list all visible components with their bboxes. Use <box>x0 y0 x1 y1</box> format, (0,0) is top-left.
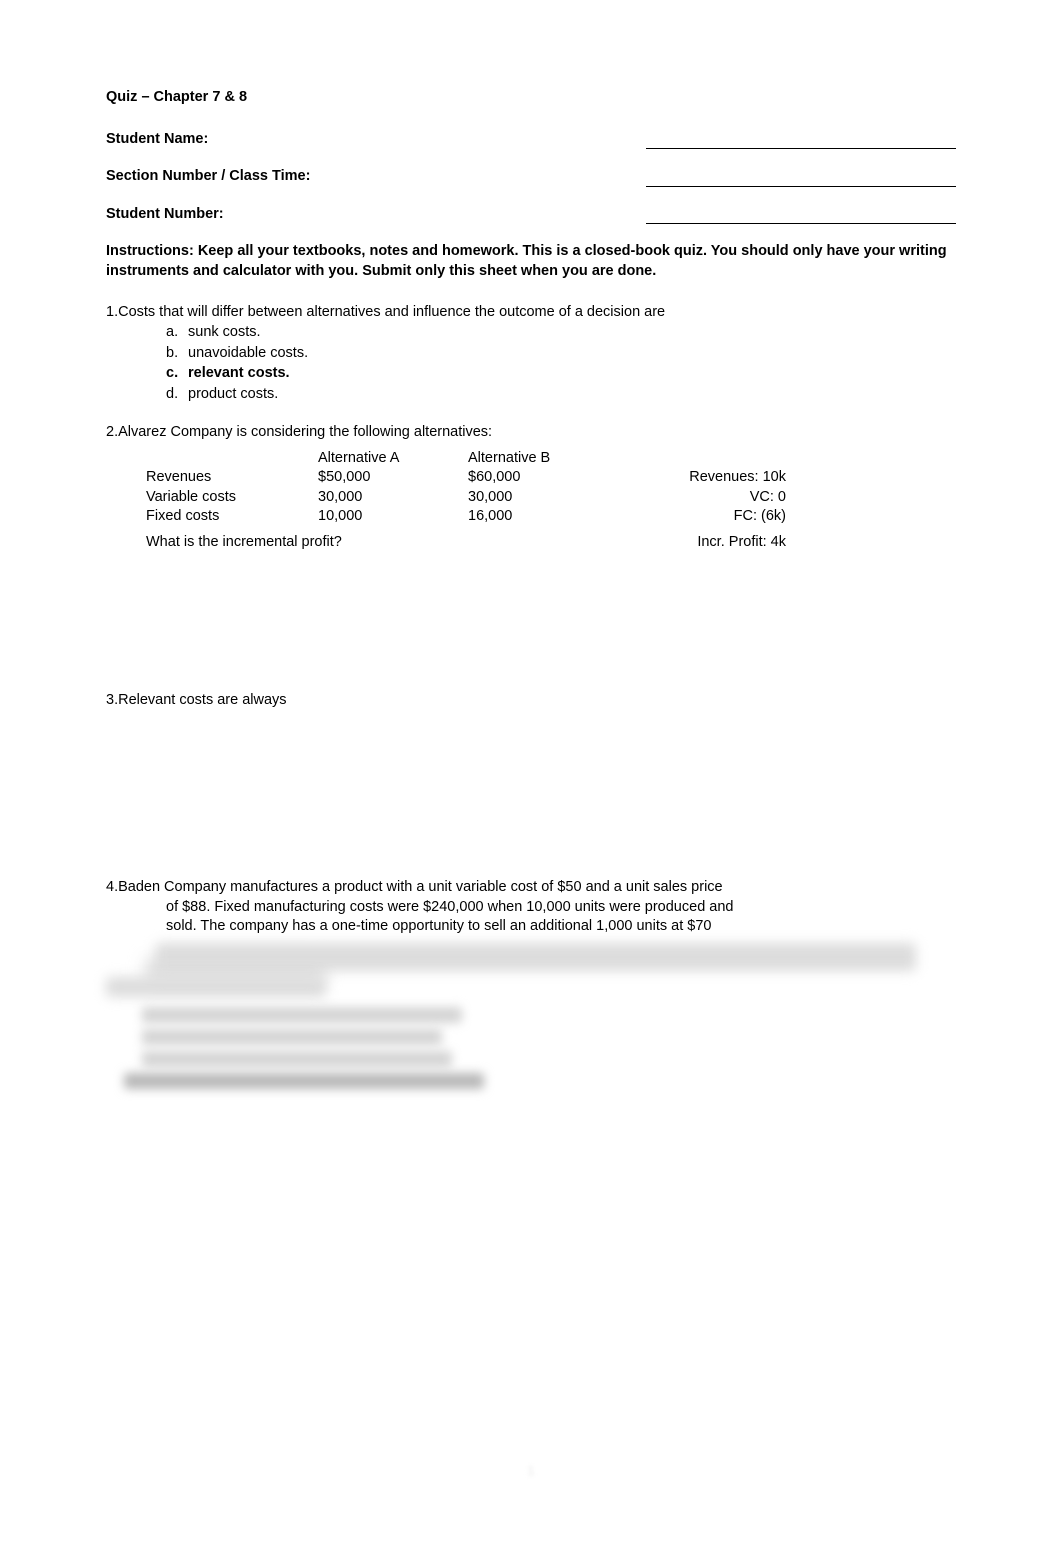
field-line <box>646 148 956 149</box>
field-line <box>646 223 956 224</box>
quiz-title: Quiz – Chapter 7 & 8 <box>106 88 956 108</box>
blurred-line <box>142 1007 462 1023</box>
field-line <box>646 186 956 187</box>
q1-opt-b: b.unavoidable costs. <box>166 344 956 364</box>
q4-lead: 4.Baden Company manufactures a product w… <box>106 878 956 898</box>
instructions: Instructions: Keep all your textbooks, n… <box>106 242 956 281</box>
q1-stem: 1.Costs that will differ between alterna… <box>106 304 665 320</box>
table-header: Alternative A Alternative B <box>146 449 956 469</box>
field-label: Student Number: <box>106 205 224 225</box>
q1-opt-d: d.product costs. <box>166 385 956 405</box>
q2-table: Alternative A Alternative B Revenues $50… <box>146 449 956 553</box>
q1: 1.Costs that will differ between alterna… <box>106 303 956 404</box>
blurred-text <box>106 977 326 997</box>
q4-cont2: sold. The company has a one-time opportu… <box>166 917 956 937</box>
q4-cont1: of $88. Fixed manufacturing costs were $… <box>166 898 956 918</box>
field-section: Section Number / Class Time: <box>106 167 956 187</box>
q3-stem: 3.Relevant costs are always <box>106 692 287 708</box>
field-label: Student Name: <box>106 130 208 150</box>
blurred-text <box>156 943 916 971</box>
q4: 4.Baden Company manufactures a product w… <box>106 878 956 1089</box>
table-row: Fixed costs 10,000 16,000 FC: (6k) <box>146 507 956 527</box>
q2-stem: 2.Alvarez Company is considering the fol… <box>106 424 492 440</box>
table-row: Variable costs 30,000 30,000 VC: 0 <box>146 488 956 508</box>
q1-opt-c: c.relevant costs. <box>166 364 956 384</box>
q1-opt-a: a.sunk costs. <box>166 323 956 343</box>
blurred-line <box>142 1029 442 1045</box>
blurred-line <box>142 1051 452 1067</box>
q1-options: a.sunk costs. b.unavoidable costs. c.rel… <box>166 323 956 404</box>
blurred-line <box>124 1073 484 1089</box>
blurred-options <box>142 1007 956 1089</box>
q2: 2.Alvarez Company is considering the fol… <box>106 423 956 552</box>
field-student-name: Student Name: <box>106 130 956 150</box>
field-student-number: Student Number: <box>106 205 956 225</box>
field-label: Section Number / Class Time: <box>106 167 310 187</box>
page-number: 1 <box>527 1462 534 1480</box>
table-footer: What is the incremental profit? Incr. Pr… <box>146 533 956 553</box>
table-row: Revenues $50,000 $60,000 Revenues: 10k <box>146 468 956 488</box>
q3: 3.Relevant costs are always <box>106 691 956 711</box>
